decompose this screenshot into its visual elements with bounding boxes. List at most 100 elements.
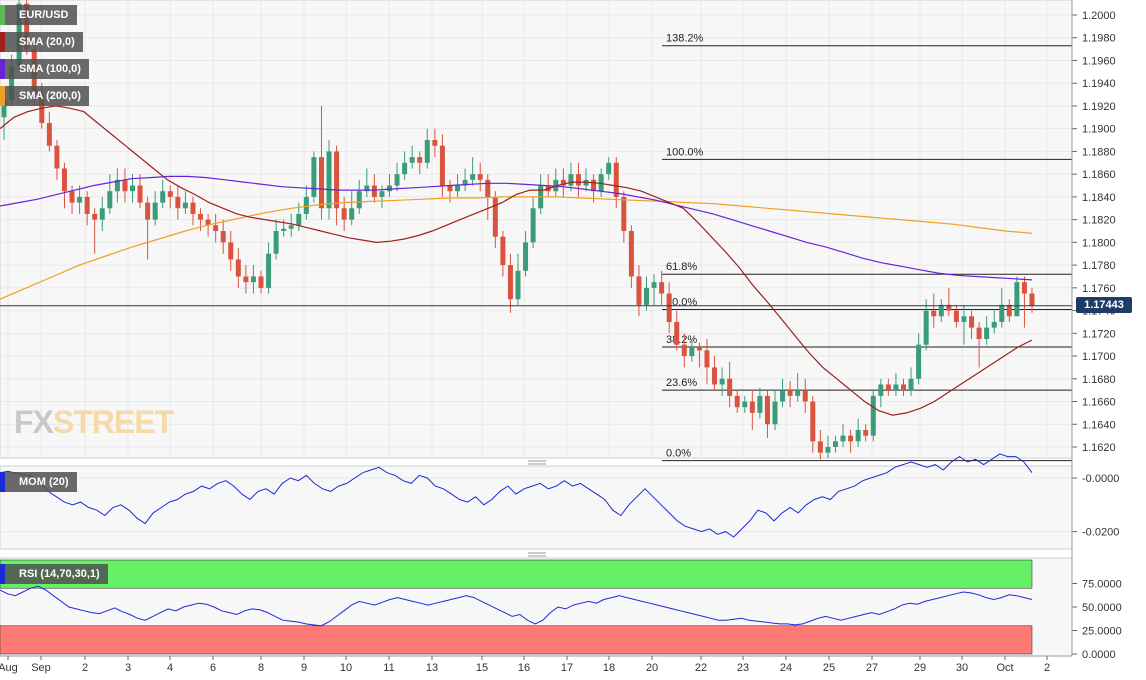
candle-body — [999, 304, 1005, 322]
watermark-street: STREET — [52, 404, 174, 440]
candle-body — [946, 304, 952, 311]
rsi-legend-label: RSI (14,70,30,1) — [19, 568, 100, 580]
candle-body — [560, 179, 566, 186]
y-axis-label: 1.1760 — [1082, 283, 1116, 295]
candle-body — [432, 140, 438, 146]
candle-body — [704, 350, 710, 368]
y-axis-label: 1.1900 — [1082, 124, 1116, 136]
x-axis-label: 25 — [823, 662, 835, 674]
rsi-legend-tag[interactable]: RSI (14,70,30,1) — [0, 564, 108, 584]
candle-body — [409, 157, 415, 163]
y-axis-label: 1.1980 — [1082, 33, 1116, 45]
rsi-axis-label: 0.0000 — [1082, 649, 1116, 661]
candle-body — [69, 191, 75, 203]
candle-body — [734, 395, 740, 408]
candle-body — [92, 213, 98, 220]
candle-body — [961, 316, 967, 322]
candle-body — [318, 157, 324, 209]
candle-body — [288, 225, 294, 229]
watermark-fx: FX — [14, 404, 54, 440]
candle-body — [916, 344, 922, 379]
x-axis-label: 15 — [476, 662, 488, 674]
candle-body — [152, 202, 158, 220]
fib-level-label: 38.2% — [666, 334, 697, 346]
candle-body — [1014, 282, 1020, 317]
mom-line — [0, 453, 1033, 538]
candle-body — [198, 213, 204, 220]
candle-body — [77, 196, 83, 203]
x-axis-label: 6 — [210, 662, 216, 674]
candle-body — [349, 208, 355, 220]
candle-body — [9, 66, 15, 101]
candle-body — [568, 174, 574, 186]
candle-body — [462, 179, 468, 186]
x-axis-label: 17 — [561, 662, 573, 674]
candle-body — [228, 242, 234, 260]
candle-body — [885, 384, 891, 391]
symbol-label-tag[interactable]: EUR/USD — [0, 5, 77, 25]
x-axis-label: 2 — [82, 662, 88, 674]
candle-body — [795, 390, 801, 396]
candle-body — [417, 157, 423, 163]
candle-body — [976, 327, 982, 339]
candle-body — [764, 395, 770, 425]
candle-body — [969, 316, 975, 328]
candle-body — [908, 378, 914, 391]
rsi-axis-label: 25.0000 — [1082, 626, 1122, 638]
rsi-overbought-zone — [0, 559, 1033, 589]
candle-body — [749, 401, 755, 413]
y-axis-label: 1.2000 — [1082, 10, 1116, 22]
x-axis-label: 24 — [780, 662, 792, 674]
candle-body — [447, 185, 453, 192]
candle-body — [712, 367, 718, 385]
y-axis-label: 1.1780 — [1082, 260, 1116, 272]
sma20-legend-tag[interactable]: SMA (20,0) — [0, 32, 83, 52]
candle-body — [689, 346, 695, 357]
y-axis-label: 1.1860 — [1082, 169, 1116, 181]
x-axis-label: 9 — [301, 662, 307, 674]
fib-level-label: 61.8% — [666, 261, 697, 273]
x-axis-label: 4 — [167, 662, 173, 674]
fib-level-label: 0.0% — [666, 448, 691, 460]
sma100-legend-label: SMA (100,0) — [19, 63, 81, 75]
candle-body — [1029, 293, 1035, 307]
sma200-legend-label: SMA (200,0) — [19, 90, 81, 102]
candle-body — [984, 327, 990, 339]
sma200-legend-tag[interactable]: SMA (200,0) — [0, 86, 89, 106]
candle-body — [696, 346, 702, 351]
candle-body — [878, 384, 884, 396]
candle-body — [530, 208, 536, 243]
x-axis-label: Sep — [31, 662, 51, 674]
candle-body — [719, 378, 725, 385]
candle-body — [787, 390, 793, 396]
candle-body — [364, 185, 370, 192]
y-axis-label: 1.1620 — [1082, 442, 1116, 454]
candle-body — [402, 162, 408, 175]
candle-body — [644, 287, 649, 305]
candle-body — [190, 202, 196, 214]
fib-level-label: 23.6% — [666, 377, 697, 389]
mom-legend-tag[interactable]: MOM (20) — [0, 472, 77, 492]
candle-body — [182, 202, 188, 209]
sma100-legend-tag[interactable]: SMA (100,0) — [0, 59, 89, 79]
candle-body — [266, 253, 272, 288]
candle-body — [666, 293, 672, 322]
candle-body — [160, 191, 166, 203]
candle-body — [523, 242, 529, 271]
y-axis-label: 1.1820 — [1082, 215, 1116, 227]
last-price-tag: 1.17443 — [1076, 297, 1132, 313]
x-axis-label: 16 — [518, 662, 530, 674]
candle-body — [780, 390, 786, 402]
candle-body — [258, 276, 264, 288]
x-axis-label: 8 — [258, 662, 264, 674]
candle-body — [281, 228, 287, 231]
candle-body — [591, 179, 597, 192]
y-axis-label: 1.1700 — [1082, 351, 1116, 363]
y-axis-label: 1.1640 — [1082, 419, 1116, 431]
candle-body — [492, 196, 498, 237]
mom-panel-bg — [0, 465, 1073, 550]
candle-body — [848, 435, 854, 442]
candle-body — [500, 236, 506, 266]
candle-body — [825, 447, 831, 453]
candle-body — [742, 401, 748, 408]
